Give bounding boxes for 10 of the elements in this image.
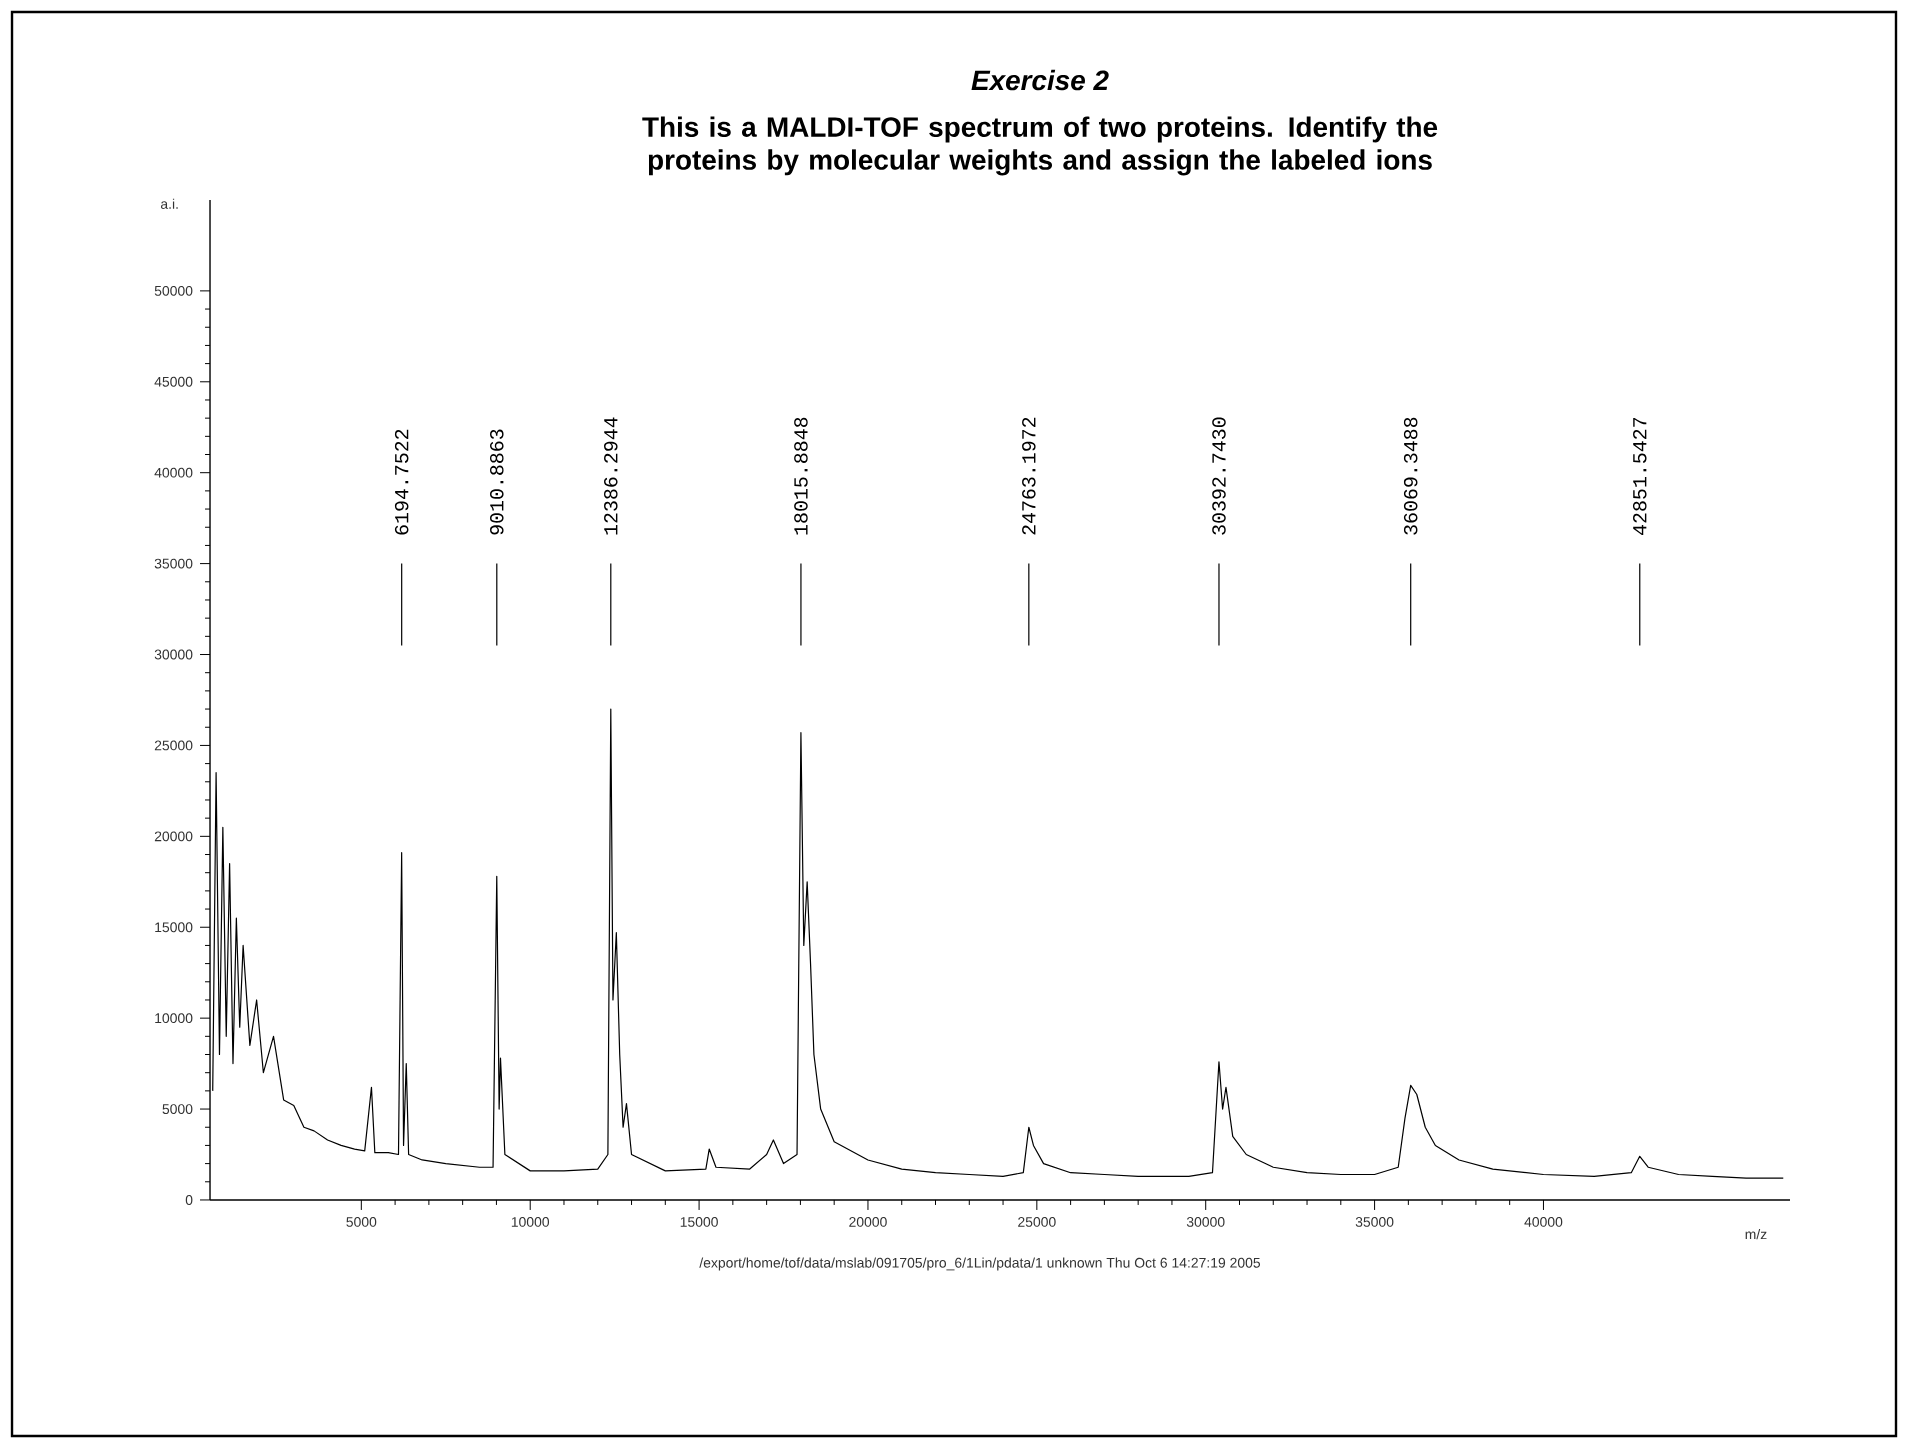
chart-title: Exercise 2 (971, 69, 1109, 91)
chart-subtitle: This is a MALDI-TOF spectrum of two proteins. Identify the proteins by molecular weights and assign the labeled ions (642, 116, 1438, 176)
ref-line-label: 36069.3488 (1403, 417, 1418, 535)
ref-line-label: 30392.7430 (1212, 417, 1226, 535)
ref-line-label: 42851.5427 (1633, 417, 1647, 535)
ref-line-label: 12386.2944 (604, 417, 618, 535)
ref-line-label: 18015.8848 (794, 417, 808, 535)
ref-line-label: 24763.1972 (1022, 417, 1036, 535)
ref-line-label: 6194.7522 (394, 429, 409, 535)
ref-line-label: 9010.8863 (490, 429, 504, 535)
